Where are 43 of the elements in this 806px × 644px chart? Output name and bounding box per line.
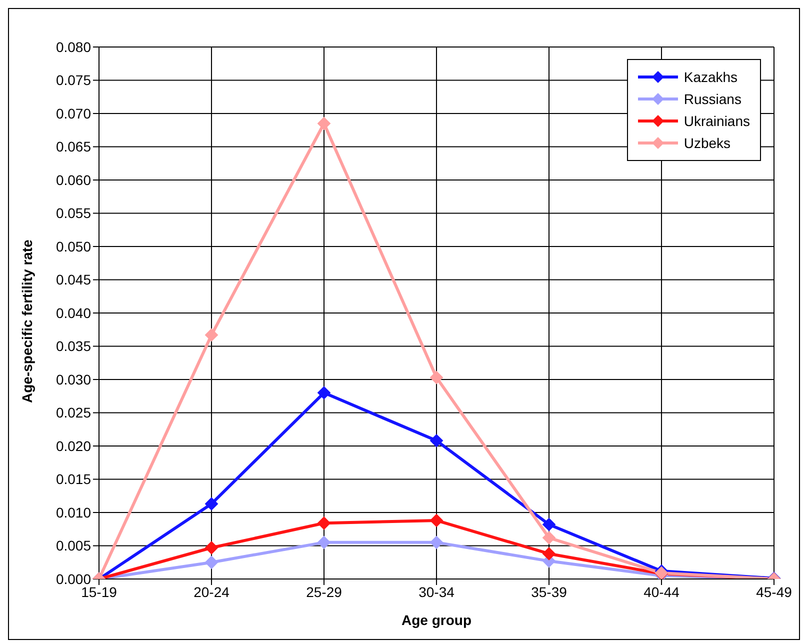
point xyxy=(542,547,556,560)
point xyxy=(542,518,556,531)
point xyxy=(205,541,218,554)
y-tick-label: 0.065 xyxy=(56,138,92,155)
y-tick-label: 0.055 xyxy=(56,205,92,222)
x-tick-label: 40-44 xyxy=(644,584,680,600)
legend-label: Ukrainians xyxy=(684,112,750,131)
x-tick-label: 45-49 xyxy=(756,584,792,600)
y-tick-label: 0.050 xyxy=(56,238,92,254)
point xyxy=(430,371,443,384)
x-tick-label: 20-24 xyxy=(194,584,230,600)
point xyxy=(318,116,330,130)
point xyxy=(430,514,443,527)
legend-label: Uzbeks xyxy=(684,134,731,153)
point xyxy=(205,497,218,510)
y-tick-label: 0.045 xyxy=(56,272,92,288)
y-tick-label: 0.070 xyxy=(56,105,92,122)
point xyxy=(430,434,443,448)
y-tick-label: 0.015 xyxy=(56,471,92,488)
point xyxy=(542,531,556,544)
point xyxy=(205,328,218,342)
y-tick-label: 0.030 xyxy=(56,371,92,388)
y-axis-title: Age-specific fertility rate xyxy=(18,239,35,403)
point xyxy=(430,536,443,549)
y-tick-label: 0.060 xyxy=(56,172,92,188)
point xyxy=(205,556,218,569)
x-axis-title: Age group xyxy=(402,612,472,628)
point xyxy=(318,536,330,549)
point xyxy=(318,516,330,530)
y-tick-label: 0.005 xyxy=(56,538,92,554)
x-tick-label: 25-29 xyxy=(306,584,342,600)
y-tick-label: 0.080 xyxy=(56,38,92,55)
legend-label: Russians xyxy=(684,90,742,109)
x-tick-label: 35-39 xyxy=(531,584,568,600)
x-tick-label: 30-34 xyxy=(418,584,455,600)
legend-label: Kazakhs xyxy=(684,68,738,87)
point xyxy=(318,386,330,400)
y-tick-label: 0.010 xyxy=(56,504,92,520)
y-tick-label: 0.020 xyxy=(56,438,92,454)
y-tick-label: 0.035 xyxy=(56,338,92,354)
y-tick-label: 0.075 xyxy=(56,72,92,88)
y-tick-label: 0.040 xyxy=(56,304,92,321)
y-tick-label: 0.025 xyxy=(56,404,92,421)
